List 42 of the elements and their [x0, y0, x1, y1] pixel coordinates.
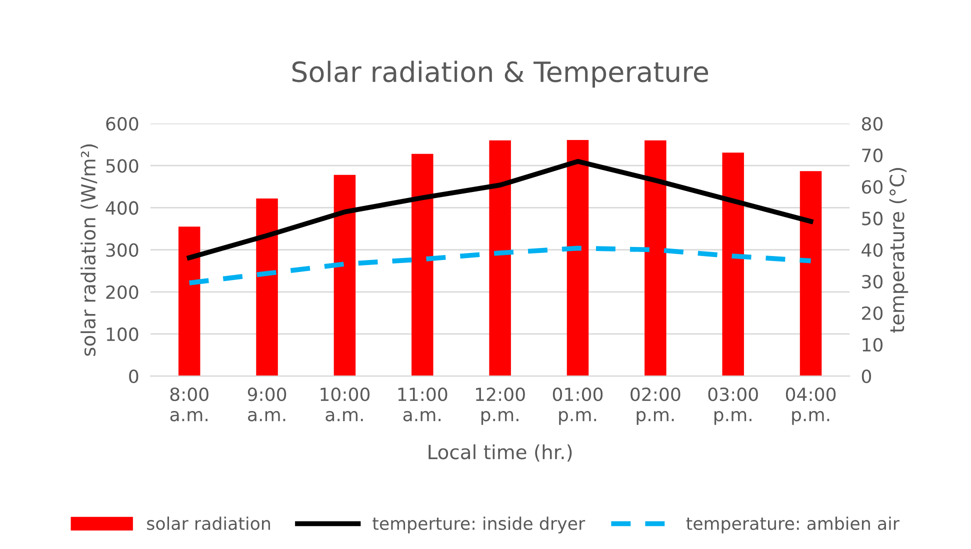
x-tick-label: 9:00 a.m. — [248, 387, 286, 422]
y2-tick-label: 20 — [862, 306, 883, 320]
y2-tick-label: 60 — [862, 180, 883, 194]
x-tick-label: 03:00 p.m. — [708, 387, 758, 425]
y-tick-label: 300 — [106, 243, 138, 257]
bar — [800, 171, 822, 376]
y-tick-label: 400 — [106, 201, 138, 215]
y2-tick-label: 0 — [862, 370, 872, 384]
bar — [644, 140, 666, 376]
legend-label: solar radiation — [147, 516, 270, 530]
bar — [412, 154, 434, 376]
y2-tick-label: 80 — [862, 116, 883, 131]
line-series — [186, 158, 814, 260]
legend-label: temperature: ambien air — [686, 516, 900, 534]
y2-tick-label: 30 — [862, 274, 883, 288]
legend-label: temperture: inside dryer — [372, 516, 586, 534]
bar — [566, 140, 589, 376]
y2-tick-label: 50 — [862, 212, 883, 226]
x-tick-label: 02:00 p.m. — [630, 387, 680, 425]
y-tick-label: 100 — [106, 327, 138, 342]
y-tick-label: 600 — [106, 116, 138, 131]
bar — [256, 198, 278, 376]
x-axis-title: Local time (hr.) — [428, 444, 572, 462]
y-tick-label: 500 — [106, 159, 138, 173]
bar — [722, 152, 744, 376]
y-axis-title: solar radiation (W/m²) — [80, 144, 98, 356]
bar — [334, 174, 356, 376]
x-tick-label: 10:00 a.m. — [320, 387, 370, 422]
chart-title: Solar radiation & Temperature — [292, 60, 708, 88]
y2-tick-label: 10 — [862, 338, 883, 352]
bar — [489, 140, 511, 376]
y2-axis-title: temperature (°C) — [889, 168, 908, 333]
x-tick-label: 8:00 a.m. — [170, 387, 208, 422]
bar — [178, 226, 200, 376]
y2-tick-label: 40 — [862, 243, 883, 257]
x-tick-label: 04:00 p.m. — [786, 387, 836, 425]
x-tick-label: 12:00 p.m. — [476, 387, 525, 425]
x-tick-label: 01:00 p.m. — [552, 387, 603, 425]
y-tick-label: 0 — [129, 370, 138, 384]
y2-tick-label: 70 — [862, 148, 883, 162]
x-tick-label: 11:00 a.m. — [398, 387, 448, 422]
y-tick-label: 200 — [106, 285, 138, 299]
